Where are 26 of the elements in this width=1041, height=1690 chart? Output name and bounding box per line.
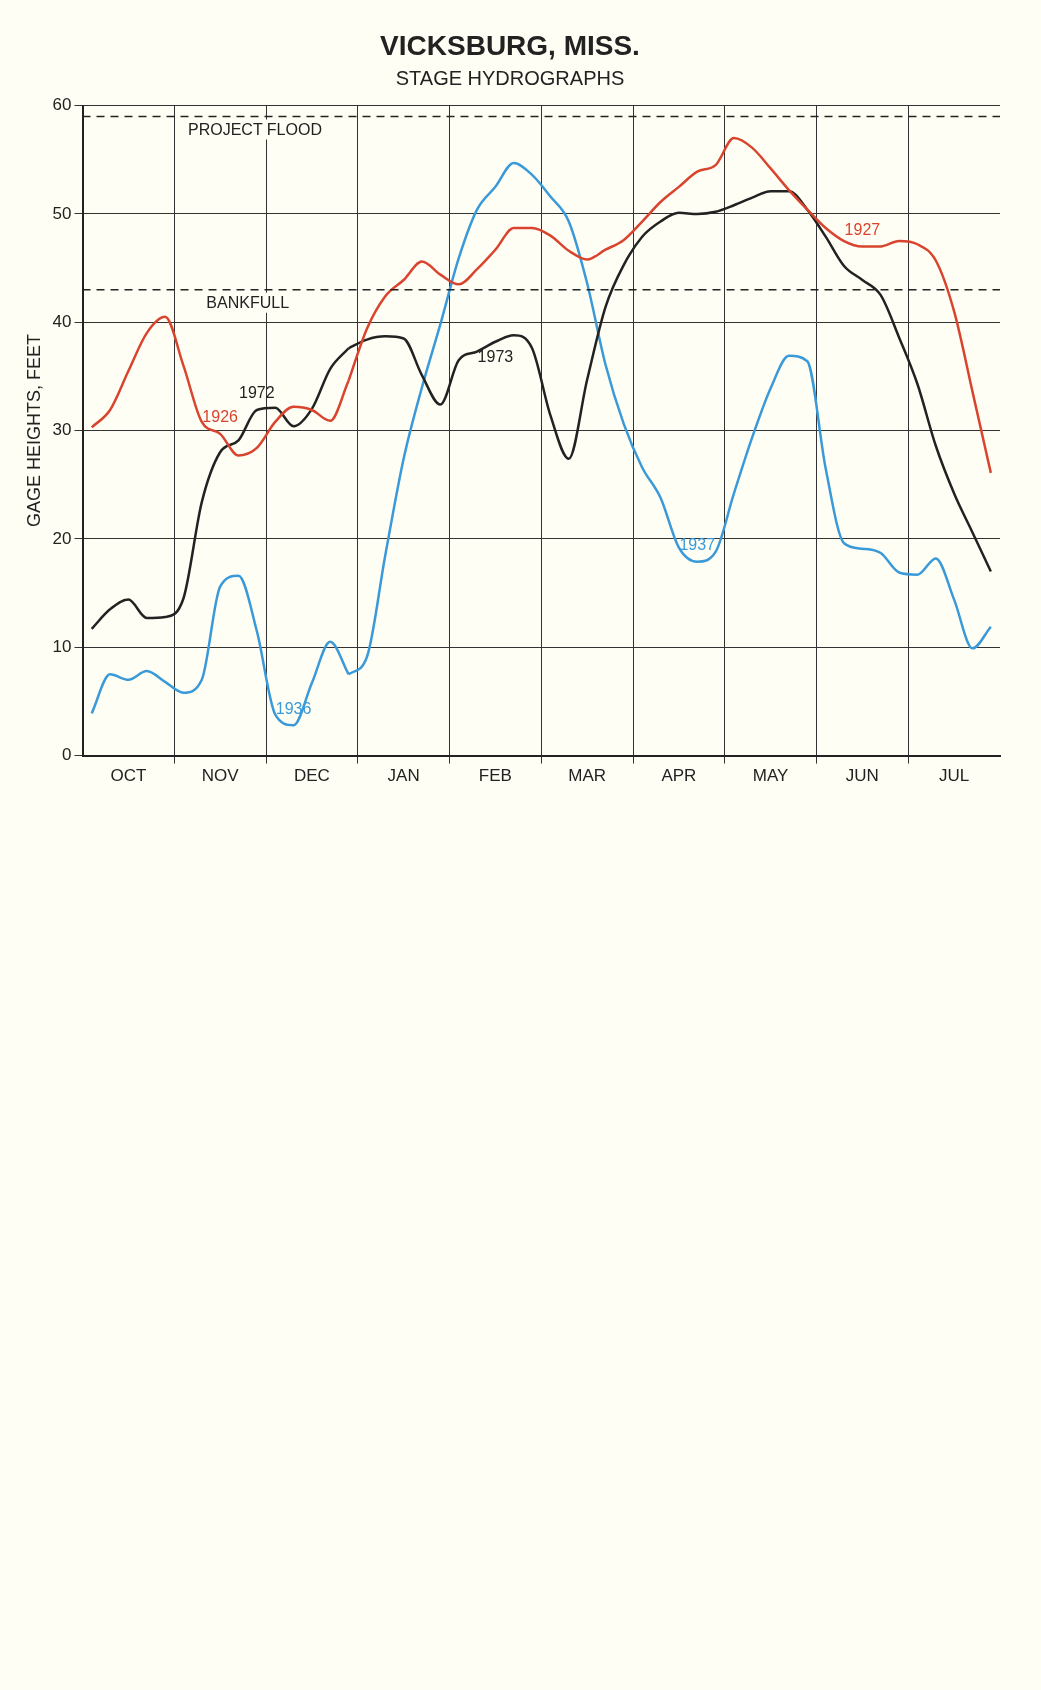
x-tick-label: NOV	[201, 766, 240, 786]
series-label: 1937	[679, 536, 716, 554]
y-axis-title: GAGE HEIGHTS, FEET	[23, 334, 44, 528]
y-tick-label: 30	[52, 420, 72, 440]
x-tick-label: DEC	[293, 766, 330, 786]
y-tick-label: 40	[52, 311, 72, 331]
y-tick-label: 20	[52, 528, 72, 548]
x-tick-label: APR	[661, 766, 697, 786]
x-tick-label: OCT	[110, 766, 147, 786]
x-tick-label: MAY	[752, 766, 789, 786]
x-tick-label: FEB	[478, 766, 512, 786]
series-label: 1973	[477, 348, 514, 366]
y-tick-label: 0	[62, 745, 72, 765]
x-tick-label: MAR	[568, 766, 607, 786]
x-tick-label: JAN	[387, 766, 420, 786]
chart-title: VICKSBURG, MISS.	[380, 29, 640, 61]
y-tick-label: 60	[52, 95, 72, 115]
y-tick-label: 50	[52, 203, 72, 223]
series-label: 1927	[844, 220, 881, 238]
ref-line-label: PROJECT FLOOD	[188, 120, 322, 138]
x-tick-label: JUL	[939, 766, 970, 786]
y-tick-label: 10	[52, 636, 72, 656]
chart-subtitle: STAGE HYDROGRAPHS	[395, 67, 625, 90]
x-tick-label: JUN	[845, 766, 879, 786]
ref-line-label: BANKFULL	[206, 294, 290, 312]
series-label: 1926	[202, 408, 239, 426]
